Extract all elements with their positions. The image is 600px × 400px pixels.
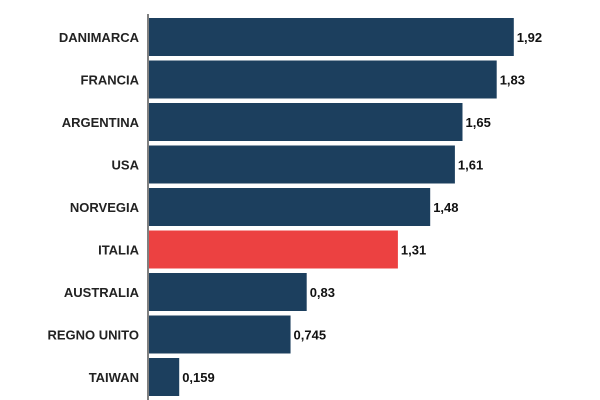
category-label: ITALIA [98, 243, 140, 258]
category-label: REGNO UNITO [48, 328, 140, 343]
bar-norvegia [149, 188, 431, 226]
bar-australia [149, 273, 307, 311]
bars-layer [149, 18, 514, 396]
category-label: TAIWAN [89, 370, 139, 385]
value-label: 0,159 [182, 370, 215, 385]
category-label: FRANCIA [81, 73, 140, 88]
bar-usa [149, 145, 455, 184]
bar-francia [149, 60, 497, 99]
bar-argentina [149, 103, 463, 141]
category-label: DANIMARCA [59, 30, 140, 45]
value-label: 1,83 [500, 73, 525, 88]
bar-italia [149, 230, 398, 269]
category-label: NORVEGIA [70, 200, 140, 215]
bar-taiwan [149, 358, 180, 396]
labels-layer: DANIMARCA 1,92 FRANCIA 1,83 ARGENTINA 1,65 USA… [48, 30, 543, 385]
category-label: ARGENTINA [62, 115, 140, 130]
category-label: USA [112, 158, 140, 173]
value-label: 1,65 [466, 115, 491, 130]
value-label: 0,745 [294, 328, 327, 343]
value-label: 1,48 [433, 200, 458, 215]
value-label: 1,31 [401, 243, 426, 258]
bar-regno-unito [149, 315, 291, 354]
value-label: 1,92 [517, 30, 542, 45]
category-label: AUSTRALIA [64, 285, 140, 300]
bar-danimarca [149, 18, 514, 56]
value-label: 0,83 [310, 285, 335, 300]
value-label: 1,61 [458, 158, 483, 173]
